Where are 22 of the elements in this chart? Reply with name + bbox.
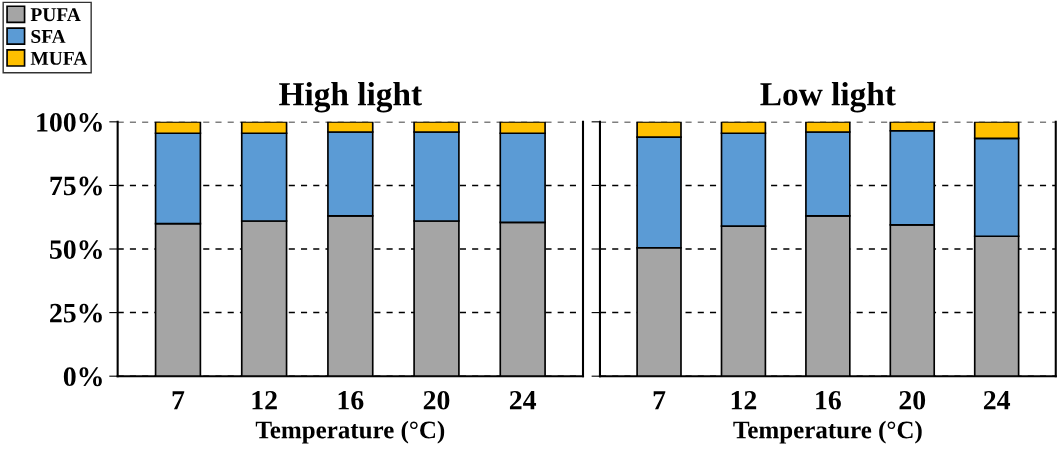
x-tick-label: 16 [338,390,364,410]
x-axis-title: Temperature (°C) [255,420,445,444]
y-tick-label: 100% [37,113,102,132]
chart-title: High light [279,82,422,113]
legend-label: SFA [31,29,66,44]
x-tick-label: 7 [653,391,666,410]
x-tick-label: 12 [731,390,757,410]
x-tick-label: 20 [899,390,926,410]
x-tick-label: 16 [816,390,841,410]
y-tick-label: 50% [50,240,102,260]
y-tick-label: 75% [50,176,102,196]
y-tick-label: 0% [63,367,102,387]
y-tick-label: 25% [50,303,102,323]
x-tick-label: 24 [509,390,537,410]
chart-title: Low light [760,82,896,113]
legend-label: MUFA [30,51,88,65]
x-axis-title: Temperature (°C) [733,420,922,444]
x-tick-label: 12 [252,390,277,410]
x-tick-label: 24 [983,390,1011,410]
legend-label: PUFA [30,8,81,22]
x-tick-label: 7 [172,391,185,410]
x-tick-label: 20 [423,390,450,410]
